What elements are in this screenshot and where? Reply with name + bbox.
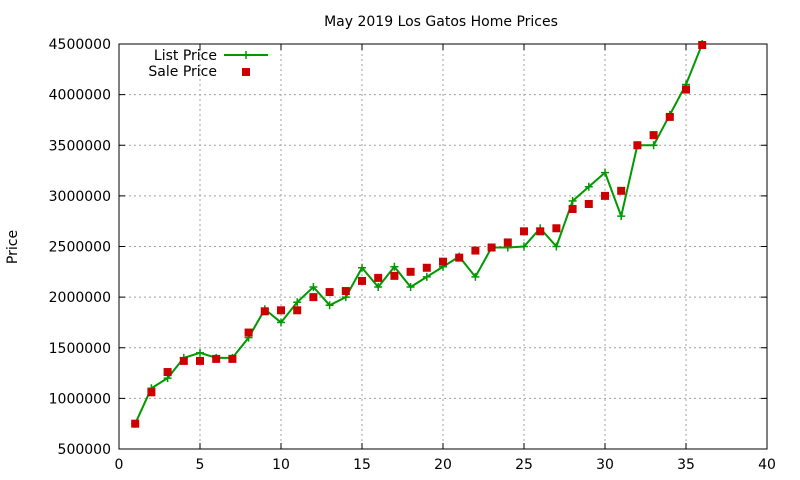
legend-marker-list-price (242, 51, 250, 59)
y-tick-label: 3500000 (49, 138, 111, 154)
chart-title: May 2019 Los Gatos Home Prices (324, 14, 558, 30)
sale-price-point (584, 199, 593, 208)
list-price-point (568, 196, 577, 205)
list-price-point (309, 283, 318, 291)
x-tick-label: 0 (115, 457, 124, 473)
list-price-point (584, 182, 593, 191)
list-price-point (552, 242, 561, 251)
sale-price-point (163, 368, 172, 377)
axes: 0 5 10 15 20 25 30 35 40 500000 1000000 1500000 2000… (49, 37, 776, 473)
list-price-point (196, 348, 204, 357)
list-price-point (406, 283, 415, 291)
list-price-point (374, 283, 383, 291)
sale-price-point (228, 354, 237, 363)
sale-price-point (568, 205, 577, 214)
y-tick-label: 2000000 (49, 290, 111, 306)
sale-price-point (309, 293, 318, 302)
sale-price-point (422, 263, 431, 272)
legend-label-sale-price: Sale Price (148, 64, 217, 80)
y-tick-label: 2500000 (49, 240, 111, 256)
list-price-point (617, 212, 626, 221)
sale-price-point (552, 224, 561, 233)
sale-price-point (179, 356, 188, 365)
series-list-price (131, 40, 707, 428)
sale-price-point (487, 243, 496, 252)
sale-price-point (358, 276, 366, 285)
x-tick-label: 30 (596, 457, 614, 473)
sale-price-point (682, 85, 690, 94)
sale-price-point (374, 273, 383, 282)
y-tick-label: 1000000 (49, 391, 111, 407)
y-tick-label: 1500000 (49, 341, 111, 357)
x-tick-label: 10 (272, 457, 290, 473)
list-price-line (134, 43, 704, 425)
list-price-point (358, 263, 366, 272)
series-layer (131, 40, 707, 428)
sale-price-point (503, 238, 512, 247)
sale-price-point (131, 419, 140, 428)
sale-price-point (536, 227, 545, 236)
legend-sample-sale-price (242, 68, 250, 76)
y-tick-label: 3000000 (49, 189, 111, 205)
grid (119, 44, 767, 449)
x-tick-label: 20 (434, 457, 452, 473)
sale-price-point (390, 271, 399, 280)
list-price-point (649, 141, 658, 150)
y-tick-label: 500000 (58, 442, 111, 458)
sale-price-point (633, 141, 642, 150)
sale-price-point (601, 191, 609, 200)
sale-price-point (520, 227, 528, 236)
list-price-point (422, 272, 431, 281)
sale-price-point (260, 307, 269, 316)
list-price-point (390, 262, 399, 271)
list-price-point (325, 301, 334, 310)
list-price-point (293, 298, 302, 307)
list-price-point (601, 168, 609, 177)
legend: List Price Sale Price (148, 48, 268, 80)
sale-price-point (617, 186, 626, 195)
x-tick-label: 5 (196, 457, 205, 473)
y-tick-label: 4500000 (49, 37, 111, 53)
sale-price-point (325, 288, 334, 297)
series-sale-price (131, 41, 707, 428)
x-tick-label: 25 (515, 457, 533, 473)
list-price-point (277, 318, 285, 327)
y-axis-label: Price (5, 230, 21, 264)
sale-price-point (147, 388, 156, 397)
list-price-point (471, 272, 480, 281)
sale-price-point (439, 257, 447, 266)
y-tick-label: 4000000 (49, 88, 111, 104)
sale-price-point (406, 267, 415, 276)
legend-label-list-price: List Price (154, 48, 217, 64)
sale-price-point (293, 306, 302, 315)
sale-price-point (196, 356, 204, 365)
x-tick-label: 15 (353, 457, 371, 473)
sale-price-point (649, 131, 658, 140)
sale-price-point (698, 41, 707, 50)
sale-price-point (244, 328, 253, 337)
sale-price-point (471, 246, 480, 255)
sale-price-point (277, 306, 285, 315)
sale-price-point (665, 112, 674, 121)
x-tick-label: 35 (677, 457, 695, 473)
list-price-point (520, 242, 528, 251)
sale-price-point (212, 354, 221, 363)
x-tick-label: 40 (758, 457, 776, 473)
sale-price-point (341, 287, 350, 296)
sale-price-point (455, 253, 464, 262)
